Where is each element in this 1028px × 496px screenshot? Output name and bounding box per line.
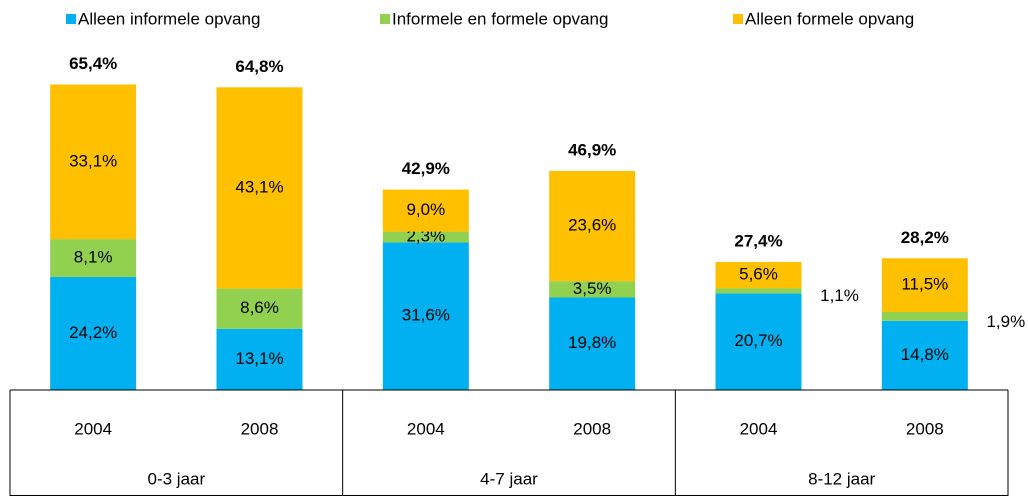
bar-segment <box>216 87 303 289</box>
legend-label: Alleen informele opvang <box>78 9 260 28</box>
value-label: 1,9% <box>986 312 1025 331</box>
total-label: 65,4% <box>69 54 117 73</box>
value-label: 20,7% <box>734 331 782 350</box>
x-tick-label: 2008 <box>241 419 279 438</box>
bar-segment <box>50 84 137 240</box>
bar-segment <box>50 276 137 390</box>
group-label: 4-7 jaar <box>480 469 538 488</box>
total-label: 27,4% <box>734 231 782 250</box>
total-label: 28,2% <box>901 228 949 247</box>
bar-segment <box>216 288 303 329</box>
legend-swatch <box>66 14 76 24</box>
value-label: 13,1% <box>235 349 283 368</box>
total-label: 64,8% <box>235 57 283 76</box>
bar-segment <box>50 239 137 277</box>
bar-segment <box>715 293 802 390</box>
bar-segment <box>216 328 303 390</box>
group-label: 0-3 jaar <box>148 469 206 488</box>
x-tick-label: 2008 <box>573 419 611 438</box>
value-label: 31,6% <box>402 306 450 325</box>
total-label: 46,9% <box>568 140 616 159</box>
legend-label: Alleen formele opvang <box>745 9 914 28</box>
value-label: 1,1% <box>820 286 859 305</box>
legend-swatch <box>380 14 390 24</box>
legend-label: Informele en formele opvang <box>392 9 608 28</box>
bar-segment <box>881 258 968 312</box>
value-label: 9,0% <box>406 200 445 219</box>
bar-segment <box>549 297 636 390</box>
value-label: 24,2% <box>69 323 117 342</box>
bar-segment <box>549 281 636 298</box>
bar-segment <box>715 288 802 294</box>
bar-segment <box>881 320 968 390</box>
x-tick-label: 2004 <box>740 419 778 438</box>
group-label: 8-12 jaar <box>808 469 875 488</box>
value-label: 8,1% <box>74 248 113 267</box>
value-label: 5,6% <box>739 265 778 284</box>
value-label: 43,1% <box>235 177 283 196</box>
bar-segment <box>382 231 469 243</box>
bar-segment <box>881 311 968 321</box>
legend-swatch <box>733 14 743 24</box>
value-label: 19,8% <box>568 333 616 352</box>
total-label: 42,9% <box>402 159 450 178</box>
bar-segment <box>715 262 802 289</box>
bar-segment <box>382 242 469 390</box>
bar-segment <box>549 170 636 282</box>
bar-segment <box>382 189 469 232</box>
value-label: 14,8% <box>901 345 949 364</box>
value-label: 11,5% <box>901 275 948 294</box>
value-label: 8,6% <box>240 298 279 317</box>
x-tick-label: 2004 <box>74 419 112 438</box>
x-tick-label: 2008 <box>906 419 944 438</box>
value-label: 23,6% <box>568 216 616 235</box>
value-label: 33,1% <box>69 151 117 170</box>
x-tick-label: 2004 <box>407 419 445 438</box>
value-label: 3,5% <box>573 279 612 298</box>
